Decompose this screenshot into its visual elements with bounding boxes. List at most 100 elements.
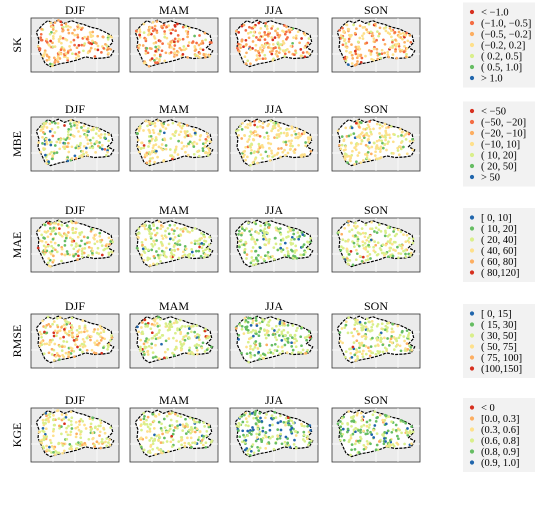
station-point bbox=[266, 46, 270, 49]
station-point bbox=[191, 141, 194, 145]
station-point bbox=[271, 155, 274, 159]
station-point bbox=[201, 147, 205, 150]
station-point bbox=[368, 423, 372, 427]
station-point bbox=[152, 144, 156, 147]
station-point bbox=[349, 50, 353, 54]
station-point bbox=[252, 237, 255, 241]
station-point bbox=[66, 252, 70, 256]
row-label-rmse: RMSE bbox=[10, 325, 24, 358]
station-point bbox=[206, 247, 210, 250]
station-point bbox=[341, 43, 345, 47]
station-point bbox=[406, 427, 409, 430]
station-point bbox=[204, 248, 207, 252]
station-point bbox=[383, 234, 387, 238]
station-point bbox=[58, 329, 62, 332]
station-point bbox=[90, 348, 94, 352]
map-panel-sk-djf: DJF bbox=[30, 3, 120, 73]
station-point bbox=[396, 146, 400, 150]
station-point bbox=[386, 53, 390, 56]
station-point bbox=[366, 442, 370, 446]
station-point bbox=[296, 30, 300, 34]
station-point bbox=[286, 230, 290, 234]
station-point bbox=[372, 245, 375, 249]
station-point bbox=[44, 418, 48, 422]
station-point bbox=[145, 151, 149, 155]
station-point bbox=[169, 322, 173, 326]
station-point bbox=[190, 229, 194, 232]
station-point bbox=[42, 54, 46, 58]
station-point bbox=[181, 337, 185, 341]
station-point bbox=[374, 150, 377, 154]
station-point bbox=[102, 329, 106, 332]
station-point bbox=[283, 343, 287, 347]
station-point bbox=[104, 440, 107, 444]
station-point bbox=[102, 426, 105, 430]
station-point bbox=[44, 326, 47, 329]
station-point bbox=[64, 236, 68, 240]
station-point bbox=[80, 330, 83, 334]
station-point bbox=[59, 48, 63, 52]
station-point bbox=[397, 251, 401, 255]
station-point bbox=[57, 243, 60, 247]
station-point bbox=[378, 150, 382, 153]
station-point bbox=[95, 251, 99, 255]
legend-label: ( 10, 20] bbox=[481, 224, 517, 235]
station-point bbox=[64, 138, 68, 142]
station-point bbox=[109, 250, 113, 254]
station-point bbox=[273, 154, 276, 157]
station-point bbox=[200, 236, 203, 240]
station-point bbox=[177, 37, 181, 41]
station-point bbox=[247, 316, 250, 320]
station-point bbox=[346, 427, 350, 431]
station-point bbox=[362, 325, 365, 328]
station-point bbox=[78, 146, 82, 150]
station-point bbox=[186, 324, 190, 328]
station-point bbox=[81, 337, 85, 341]
station-point bbox=[374, 420, 378, 423]
station-point bbox=[60, 259, 63, 263]
station-point bbox=[261, 157, 264, 160]
station-point bbox=[71, 231, 75, 235]
station-point bbox=[179, 332, 182, 336]
station-point bbox=[244, 158, 247, 162]
station-point bbox=[172, 47, 176, 51]
season-label: MAM bbox=[159, 203, 189, 217]
legend-swatch bbox=[469, 438, 475, 443]
map-panel-kge-djf: DJF bbox=[30, 393, 120, 463]
station-point bbox=[275, 52, 278, 56]
station-point bbox=[207, 425, 211, 429]
station-point bbox=[258, 446, 262, 450]
station-point bbox=[338, 331, 342, 334]
station-point bbox=[377, 34, 380, 38]
season-label: SON bbox=[364, 393, 388, 407]
station-point bbox=[101, 35, 105, 39]
station-point bbox=[156, 119, 160, 122]
station-point bbox=[270, 27, 273, 30]
station-point bbox=[146, 450, 150, 454]
station-point bbox=[174, 145, 178, 149]
station-point bbox=[287, 28, 291, 32]
station-point bbox=[365, 238, 369, 242]
station-point bbox=[183, 253, 187, 257]
station-point bbox=[137, 126, 141, 130]
station-point bbox=[352, 132, 356, 135]
station-point bbox=[307, 37, 311, 40]
station-point bbox=[362, 127, 365, 131]
station-point bbox=[188, 253, 191, 256]
station-point bbox=[145, 47, 149, 50]
station-point bbox=[195, 343, 199, 346]
station-point bbox=[163, 35, 167, 39]
station-point bbox=[290, 139, 293, 143]
station-point bbox=[292, 228, 295, 232]
station-point bbox=[396, 343, 399, 347]
station-point bbox=[259, 327, 263, 330]
station-point bbox=[44, 155, 48, 159]
station-point bbox=[47, 160, 50, 163]
station-point bbox=[52, 229, 55, 233]
station-point bbox=[297, 237, 301, 241]
station-point bbox=[60, 41, 63, 45]
station-point bbox=[100, 147, 104, 151]
station-point bbox=[164, 339, 168, 343]
station-point bbox=[306, 435, 309, 438]
